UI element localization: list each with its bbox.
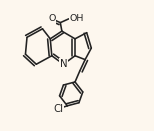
Text: O: O: [48, 14, 55, 23]
Text: N: N: [60, 59, 67, 69]
Text: Cl: Cl: [53, 104, 63, 114]
Text: OH: OH: [69, 14, 84, 23]
